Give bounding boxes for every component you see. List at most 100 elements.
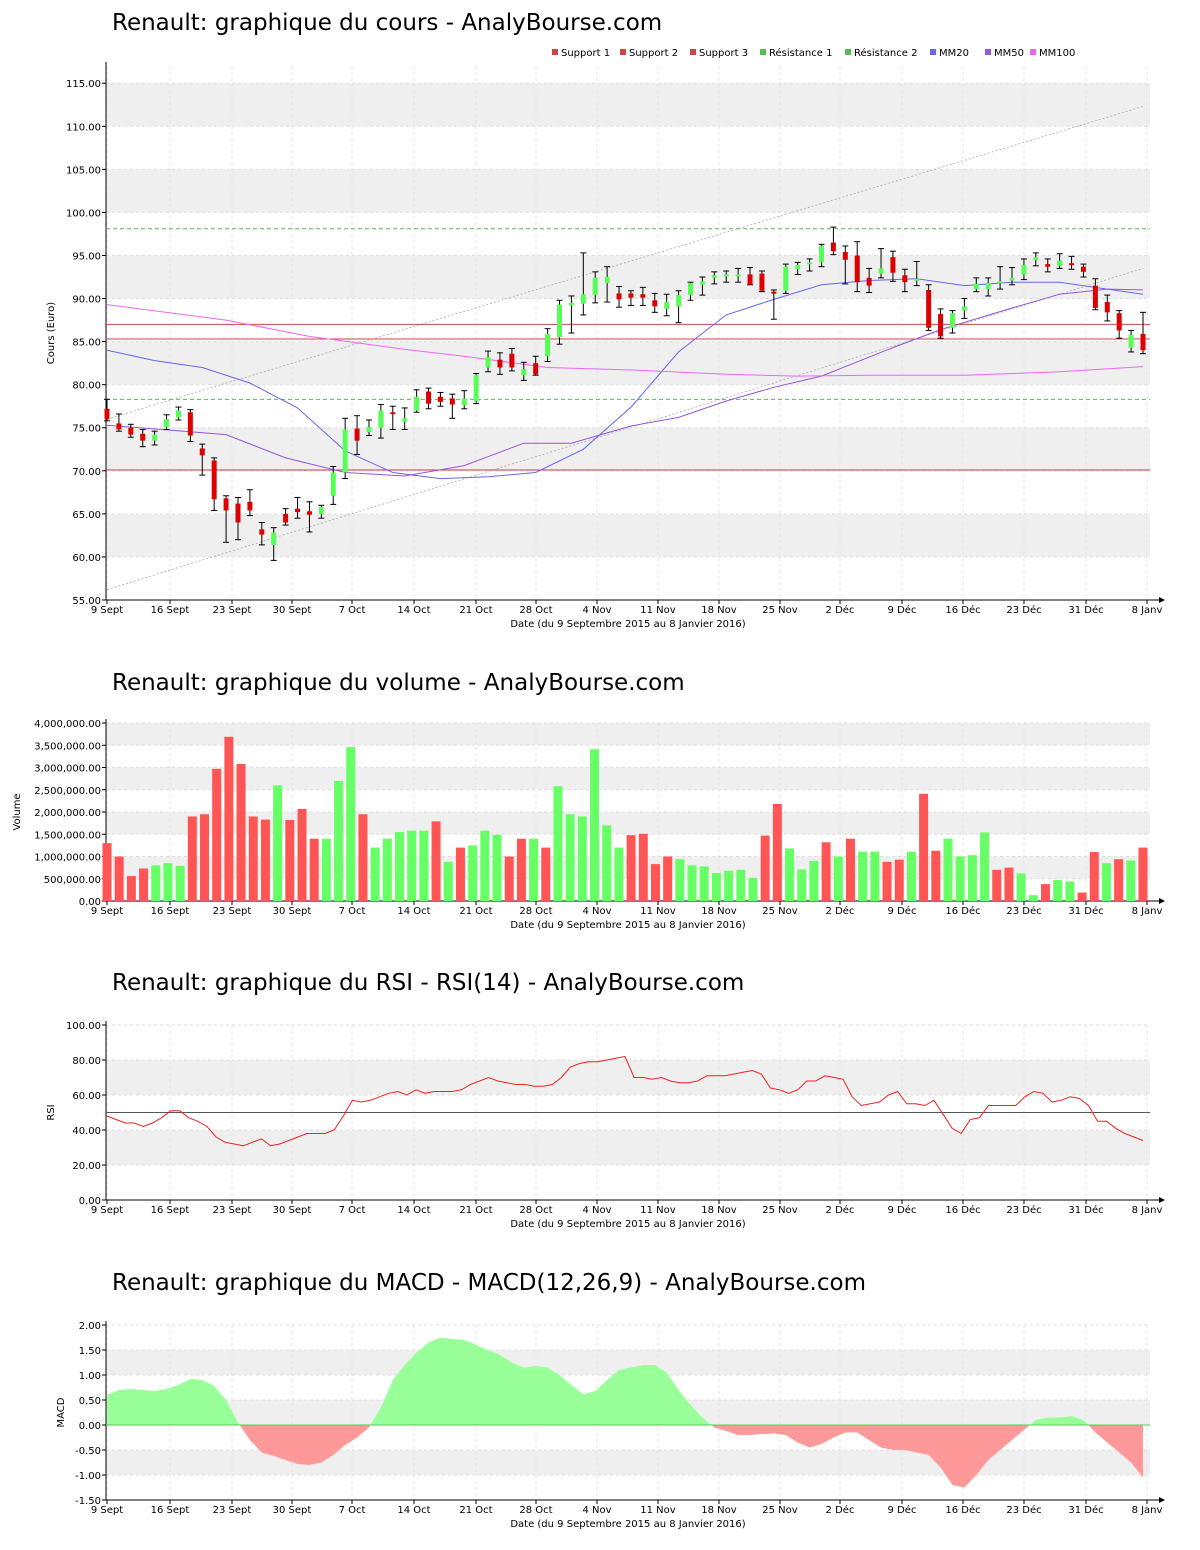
volume-bar [212, 768, 222, 901]
volume-bar [906, 851, 916, 901]
macd-xlabel: Date (du 9 Septembre 2015 au 8 Janvier 2… [510, 1519, 745, 1530]
volume-xtick-label: 18 Nov [701, 906, 737, 917]
macd-xtick-label: 9 Sept [91, 1505, 123, 1516]
candle-body [521, 369, 527, 376]
volume-bar [370, 847, 380, 901]
volume-bar [260, 819, 270, 901]
candle-body [1116, 313, 1122, 331]
macd-positive-area [370, 1337, 712, 1425]
candle-body [1140, 333, 1146, 351]
candle-body [711, 275, 717, 278]
rsi-xtick-label: 4 Nov [582, 1205, 611, 1216]
price-ytick-label: 115.00 [66, 79, 101, 90]
price-ytick-label: 55.00 [72, 596, 101, 607]
macd-ylabel: MACD [56, 1397, 67, 1427]
volume-xtick-label: 7 Oct [339, 906, 366, 917]
price-xlabel: Date (du 9 Septembre 2015 au 8 Janvier 2… [510, 619, 745, 630]
volume-bar [309, 838, 319, 901]
candle-body [402, 418, 408, 422]
candle-body [509, 353, 515, 368]
legend-swatch [552, 49, 558, 55]
volume-band [106, 767, 1150, 790]
volume-ytick-label: 2,500,000.00 [34, 786, 101, 797]
trend-channel-upper [106, 106, 1144, 420]
candle-body [223, 498, 229, 511]
rsi-band [106, 1060, 1150, 1095]
volume-xtick-label: 9 Sept [91, 906, 123, 917]
volume-bar [602, 825, 612, 901]
price-ylabel: Cours (Euro) [46, 302, 57, 365]
candle-body [366, 426, 372, 433]
volume-xtick-label: 11 Nov [640, 906, 676, 917]
volume-bar [748, 877, 758, 901]
macd-positive-area [1029, 1416, 1089, 1425]
macd-xtick-label: 18 Nov [701, 1505, 737, 1516]
volume-bar [102, 843, 112, 901]
rsi-ylabel: RSI [46, 1104, 57, 1120]
candle-body [890, 257, 896, 273]
candle-body [664, 301, 670, 309]
macd-xtick-label: 16 Déc [945, 1504, 980, 1516]
candle-body [187, 412, 193, 436]
macd-xtick-label: 25 Nov [762, 1505, 798, 1516]
candle-body [485, 357, 491, 368]
rsi-xtick-label: 18 Nov [701, 1205, 737, 1216]
rsi-xtick-label: 30 Sept [273, 1205, 312, 1216]
candle-body [1080, 266, 1086, 272]
price-xtick-label: 21 Oct [459, 605, 492, 616]
candle-body [140, 433, 146, 441]
macd-positive-area [107, 1379, 240, 1425]
candle-body [414, 396, 420, 411]
macd-ytick-label: 1.50 [79, 1346, 101, 1357]
candle-body [783, 266, 789, 291]
price-band [106, 513, 1150, 557]
rsi-ytick-label: 40.00 [72, 1126, 101, 1137]
candle-body [354, 428, 360, 441]
legend-swatch [690, 49, 696, 55]
macd-ytick-label: -1.00 [75, 1471, 101, 1482]
volume-chart-title: Renault: graphique du volume - AnalyBour… [112, 670, 685, 696]
price-band [106, 427, 1150, 471]
candle-body [235, 503, 241, 523]
candle-body [1092, 285, 1098, 309]
legend-item: Support 1 [561, 48, 610, 59]
macd-x-arrow [1159, 1497, 1165, 1503]
volume-bar [334, 780, 344, 901]
price-xtick-label: 7 Oct [339, 605, 366, 616]
volume-bar [553, 786, 563, 901]
volume-bar [955, 856, 965, 901]
candle-body [961, 306, 967, 311]
volume-xtick-label: 16 Déc [945, 905, 980, 917]
volume-ytick-label: 1,500,000.00 [34, 830, 101, 841]
volume-bar [638, 833, 648, 901]
candle-body [247, 501, 253, 511]
legend-swatch [845, 49, 851, 55]
rsi-xtick-label: 31 Déc [1068, 1204, 1103, 1216]
volume-bar [858, 851, 868, 901]
volume-band [106, 723, 1150, 746]
rsi-xtick-label: 16 Sept [151, 1205, 190, 1216]
volume-ylabel: Volume [12, 793, 23, 830]
volume-bar [1114, 859, 1124, 901]
rsi-ytick-label: 20.00 [72, 1161, 101, 1172]
trend-channel-lower [106, 268, 1144, 591]
legend-swatch [985, 49, 991, 55]
volume-xtick-label: 23 Déc [1006, 905, 1041, 917]
candle-body [152, 434, 158, 441]
candle-body [330, 472, 336, 496]
volume-bar [151, 865, 161, 901]
rsi-xtick-label: 14 Oct [397, 1205, 430, 1216]
candle-body [533, 363, 539, 375]
volume-bar [321, 838, 331, 901]
volume-xtick-label: 23 Sept [213, 906, 252, 917]
candle-body [259, 529, 265, 535]
volume-bar [1040, 884, 1050, 901]
candle-body [378, 410, 384, 428]
price-ytick-label: 90.00 [72, 295, 101, 306]
candle-body [1033, 257, 1039, 260]
legend-swatch [760, 49, 766, 55]
macd-xtick-label: 30 Sept [273, 1505, 312, 1516]
macd-chart-title: Renault: graphique du MACD - MACD(12,26,… [112, 1270, 866, 1296]
legend-swatch [1030, 49, 1036, 55]
candle-body [604, 277, 610, 284]
